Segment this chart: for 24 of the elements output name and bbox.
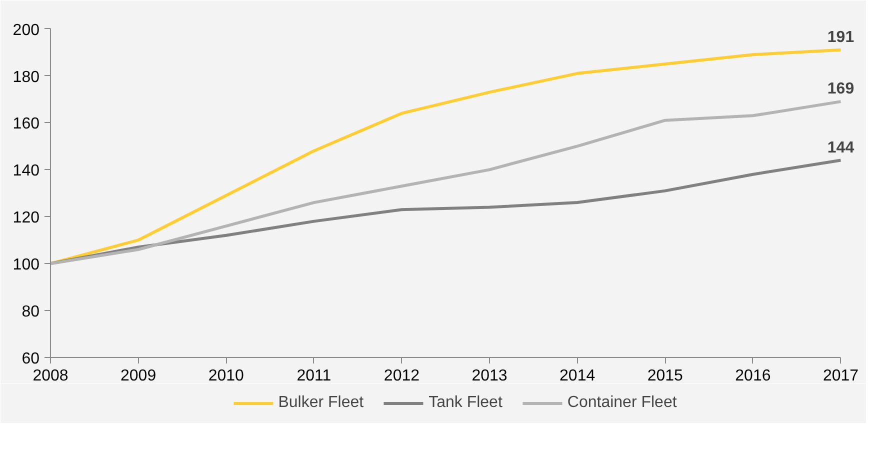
y-tick-label: 80: [22, 304, 40, 321]
x-tick-label: 2008: [32, 368, 68, 384]
legend-label: Tank Fleet: [428, 394, 502, 412]
legend-label: Bulker Fleet: [278, 394, 364, 412]
x-tick-label: 2012: [384, 368, 420, 384]
data-label: 169: [827, 80, 854, 98]
legend-label: Container Fleet: [567, 394, 677, 412]
y-tick-label: 120: [12, 210, 40, 227]
x-tick-label: 2016: [735, 368, 771, 384]
x-tick-label: 2009: [120, 368, 156, 384]
y-tick-label: 60: [22, 350, 40, 368]
data-label: 191: [827, 28, 854, 46]
x-tick-label: 2013: [472, 368, 508, 384]
y-tick-label: 100: [12, 256, 40, 274]
x-tick-label: 2014: [560, 368, 596, 384]
x-tick-label: 2015: [647, 368, 684, 384]
y-tick-label: 200: [12, 22, 40, 39]
y-tick-label: 180: [12, 68, 40, 86]
data-label: 144: [827, 139, 854, 156]
x-tick-label: 2011: [296, 368, 332, 384]
x-tick-label: 2017: [822, 368, 859, 384]
y-tick-label: 160: [12, 116, 40, 133]
y-tick-label: 140: [12, 162, 40, 180]
x-tick-label: 2010: [208, 368, 244, 384]
